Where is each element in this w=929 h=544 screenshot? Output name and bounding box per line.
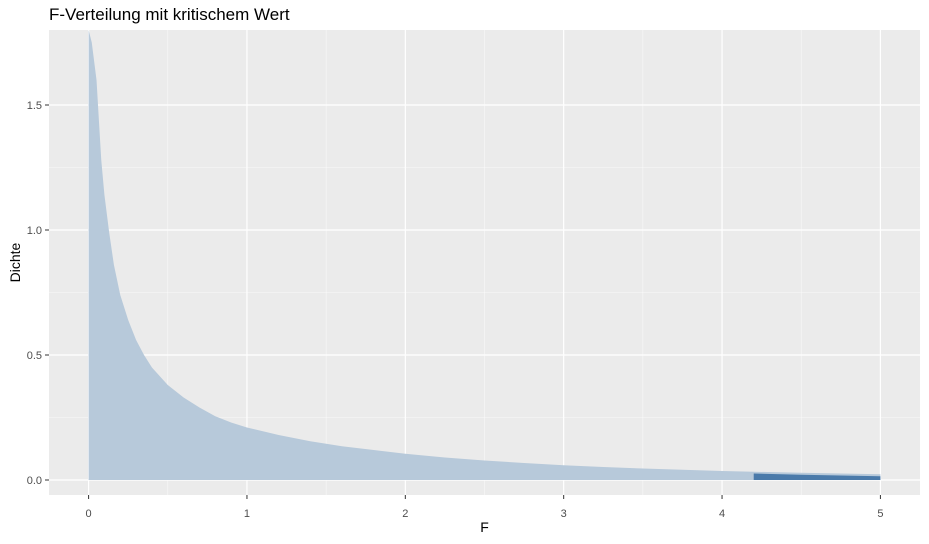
x-tick-label: 1	[244, 508, 250, 520]
axis-ticks	[45, 104, 881, 499]
y-tick-label: 1.5	[27, 100, 42, 112]
x-tick-label: 4	[719, 508, 725, 520]
density-area	[88, 30, 881, 480]
y-tick-label: 0.0	[27, 475, 42, 487]
y-tick-labels: 0.0 0.5 1.0 1.5	[27, 100, 42, 487]
chart-title: F-Verteilung mit kritischem Wert	[49, 5, 290, 24]
density-areas	[88, 30, 881, 480]
x-tick-labels: 0 1 2 3 4 5	[86, 508, 884, 520]
y-tick-label: 1.0	[27, 225, 42, 237]
y-axis-title: Dichte	[7, 242, 23, 282]
x-axis-title: F	[480, 519, 489, 535]
x-tick-label: 5	[877, 508, 883, 520]
x-tick-label: 2	[402, 508, 408, 520]
x-tick-label: 0	[86, 508, 92, 520]
critical-region-area	[753, 473, 881, 480]
x-tick-label: 3	[561, 508, 567, 520]
y-tick-label: 0.5	[27, 350, 42, 362]
